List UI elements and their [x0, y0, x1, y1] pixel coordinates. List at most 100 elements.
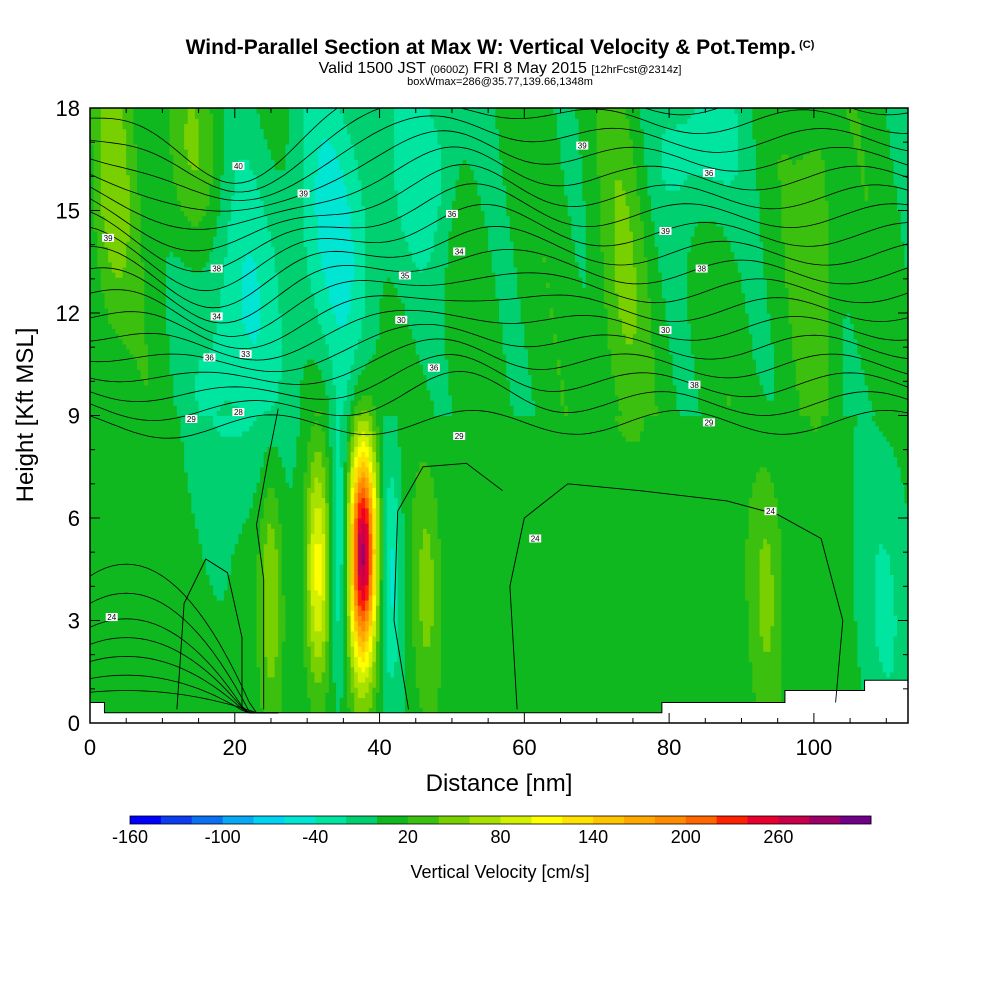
velocity-cell	[133, 667, 137, 673]
velocity-cell	[104, 118, 108, 124]
velocity-cell	[126, 697, 130, 703]
velocity-cell	[115, 369, 119, 375]
velocity-cell	[126, 518, 130, 524]
velocity-cell	[126, 641, 130, 647]
velocity-cell	[104, 585, 108, 591]
velocity-cell	[126, 431, 130, 437]
velocity-cell	[104, 626, 108, 632]
velocity-cell	[97, 441, 101, 447]
velocity-cell	[123, 246, 127, 252]
velocity-cell	[115, 129, 119, 135]
velocity-cell	[119, 313, 123, 319]
velocity-cell	[108, 303, 112, 309]
velocity-cell	[123, 600, 127, 606]
velocity-cell	[97, 129, 101, 135]
velocity-cell	[101, 431, 105, 437]
velocity-cell	[97, 149, 101, 155]
velocity-cell	[97, 421, 101, 427]
velocity-cell	[126, 375, 130, 381]
velocity-cell	[130, 134, 134, 140]
velocity-cell	[108, 457, 112, 463]
velocity-cell	[101, 498, 105, 504]
velocity-cell	[97, 472, 101, 478]
velocity-cell	[130, 108, 134, 114]
velocity-cell	[94, 395, 98, 401]
velocity-cell	[97, 559, 101, 565]
velocity-cell	[101, 282, 105, 288]
velocity-cell	[115, 600, 119, 606]
velocity-cell	[97, 508, 101, 514]
velocity-cell	[126, 405, 130, 411]
velocity-cell	[115, 513, 119, 519]
velocity-cell	[104, 144, 108, 150]
velocity-cell	[123, 544, 127, 550]
velocity-cell	[119, 523, 123, 529]
velocity-cell	[94, 544, 98, 550]
velocity-cell	[126, 615, 130, 621]
velocity-cell	[108, 498, 112, 504]
velocity-cell	[112, 113, 116, 119]
velocity-cell	[104, 590, 108, 596]
velocity-cell	[94, 149, 98, 155]
velocity-cell	[108, 354, 112, 360]
velocity-cell	[133, 580, 137, 586]
velocity-cell	[115, 672, 119, 678]
velocity-cell	[133, 467, 137, 473]
velocity-cell	[123, 692, 127, 698]
velocity-cell	[130, 421, 134, 427]
velocity-cell	[101, 272, 105, 278]
velocity-cell	[112, 134, 116, 140]
velocity-cell	[97, 651, 101, 657]
velocity-cell	[94, 134, 98, 140]
velocity-cell	[119, 262, 123, 268]
velocity-cell	[104, 462, 108, 468]
velocity-cell	[133, 369, 137, 375]
velocity-cell	[94, 523, 98, 529]
velocity-cell	[97, 385, 101, 391]
velocity-cell	[94, 349, 98, 355]
velocity-cell	[133, 544, 137, 550]
velocity-cell	[104, 364, 108, 370]
velocity-cell	[108, 416, 112, 422]
velocity-cell	[104, 692, 108, 698]
velocity-cell	[94, 385, 98, 391]
velocity-cell	[126, 298, 130, 304]
velocity-cell	[112, 574, 116, 580]
velocity-cell	[97, 467, 101, 473]
velocity-cell	[104, 175, 108, 181]
velocity-cell	[101, 185, 105, 191]
velocity-cell	[123, 226, 127, 232]
velocity-cell	[108, 487, 112, 493]
velocity-cell	[112, 646, 116, 652]
velocity-cell	[123, 154, 127, 160]
velocity-cell	[119, 585, 123, 591]
velocity-cell	[123, 662, 127, 668]
velocity-cell	[108, 149, 112, 155]
velocity-cell	[94, 431, 98, 437]
velocity-cell	[112, 544, 116, 550]
velocity-cell	[104, 682, 108, 688]
velocity-cell	[94, 180, 98, 186]
velocity-cell	[130, 154, 134, 160]
velocity-cell	[101, 277, 105, 283]
velocity-cell	[119, 236, 123, 242]
velocity-cell	[101, 677, 105, 683]
velocity-cell	[119, 472, 123, 478]
velocity-cell	[123, 293, 127, 299]
velocity-cell	[123, 605, 127, 611]
velocity-cell	[130, 687, 134, 693]
velocity-cell	[94, 323, 98, 329]
velocity-cell	[119, 492, 123, 498]
velocity-cell	[112, 549, 116, 555]
velocity-cell	[123, 554, 127, 560]
velocity-cell	[115, 677, 119, 683]
velocity-cell	[108, 574, 112, 580]
velocity-cell	[97, 564, 101, 570]
velocity-cell	[94, 108, 98, 114]
velocity-cell	[133, 436, 137, 442]
velocity-cell	[123, 703, 127, 709]
velocity-cell	[133, 554, 137, 560]
velocity-cell	[97, 262, 101, 268]
velocity-cell	[112, 554, 116, 560]
velocity-cell	[112, 569, 116, 575]
